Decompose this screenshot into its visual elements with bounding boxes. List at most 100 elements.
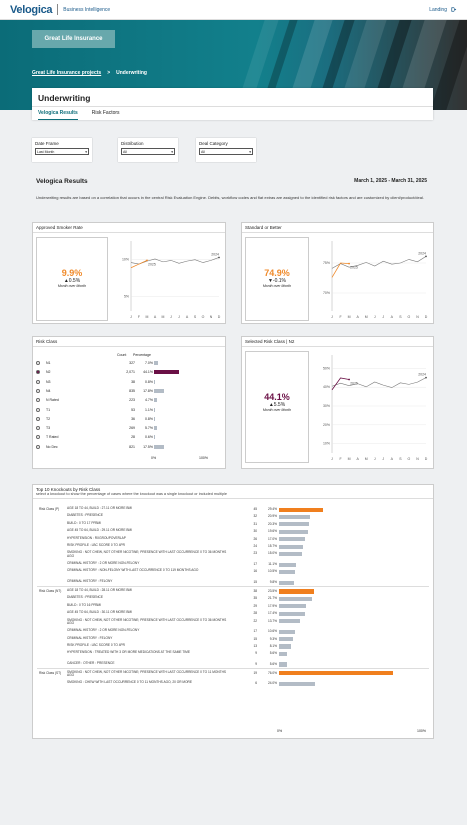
risk-class-name: T1 [46, 407, 51, 412]
standard-value: 74.9% [264, 268, 290, 278]
risk-class-radio[interactable] [36, 388, 40, 393]
ko-pct: 17.9% [267, 603, 277, 608]
knockouts-panel: Top 10 Knockouts by Risk Class select a … [32, 484, 434, 739]
x-tick-label: N [416, 315, 419, 319]
ko-bar[interactable] [279, 507, 324, 512]
ko-bar[interactable] [279, 514, 311, 520]
panel-title: Approved Smoker Rate [33, 223, 225, 233]
risk-class-row[interactable]: N3 38 0.8% [36, 379, 224, 384]
ko-bar[interactable] [279, 644, 292, 649]
risk-class-row[interactable]: N4 835 17.8% [36, 388, 224, 393]
ko-label: RISK PROFILE : LBC SCORE 0 TO 4PR [67, 543, 125, 547]
ko-pct: 19.6% [267, 529, 277, 534]
ko-bar[interactable] [279, 681, 315, 687]
risk-class-name: N3 [46, 379, 51, 384]
x-tick-label: O [408, 315, 411, 319]
risk-class-row[interactable]: N2 2,071 44.1% [36, 370, 224, 375]
select-value: Last Month [37, 149, 55, 154]
y-tick-label: 10% [122, 258, 129, 262]
ko-bar[interactable] [279, 537, 305, 542]
deal-category-select[interactable]: All ▾ [199, 148, 253, 155]
risk-class-radio[interactable] [36, 398, 40, 403]
ko-count: 17 [253, 562, 257, 566]
breadcrumb-projects[interactable]: Great Life Insurance projects [32, 70, 102, 76]
x-tick-label: N [416, 457, 419, 461]
series-2025-point [146, 259, 148, 262]
ko-pct: 20.9% [267, 514, 277, 519]
ko-bar[interactable] [279, 611, 306, 616]
ko-bar[interactable] [279, 522, 310, 527]
ko-pct: 11.1% [268, 562, 277, 566]
ko-bar[interactable] [279, 662, 288, 667]
series-2025-label: 2025 [350, 266, 358, 270]
ko-pct: 5.6% [269, 651, 277, 656]
risk-class-radio[interactable] [36, 416, 40, 421]
ko-bar[interactable] [279, 569, 295, 575]
risk-class-radio[interactable] [36, 444, 40, 449]
risk-class-bar[interactable] [154, 444, 164, 449]
ko-label: DIABETES : PRESENCE [67, 513, 103, 518]
ko-bar[interactable] [279, 671, 393, 676]
x-tick-label: M [162, 315, 165, 319]
x-tick-label: D [425, 315, 428, 319]
select-value: All [123, 149, 127, 154]
risk-class-count: 821 [129, 444, 135, 449]
risk-class-row[interactable]: N1 327 7.0% [36, 361, 224, 365]
app-subtitle: Business Intelligence [63, 6, 111, 13]
ko-bar[interactable] [279, 619, 300, 624]
risk-class-bar[interactable] [154, 388, 164, 393]
x-tick-label: J [331, 315, 333, 319]
risk-class-radio[interactable] [36, 379, 40, 384]
risk-class-bar[interactable] [154, 370, 179, 375]
x-tick-label: F [339, 315, 341, 319]
risk-class-bar[interactable] [154, 407, 155, 412]
risk-class-radio[interactable] [36, 361, 40, 365]
risk-class-radio[interactable] [36, 370, 40, 375]
risk-class-count: 28 [131, 435, 135, 440]
y-tick-label: 5% [124, 294, 129, 298]
ko-count: 38 [253, 588, 257, 593]
ko-pct: 5.6% [269, 661, 277, 666]
ko-bar[interactable] [279, 529, 309, 534]
ko-bar[interactable] [279, 562, 296, 567]
risk-class-bar[interactable] [154, 398, 157, 403]
date-frame-select[interactable]: Last Month ▾ [35, 148, 89, 155]
series-2024-line [331, 256, 427, 269]
risk-class-row[interactable]: No Dec 821 17.5% [36, 444, 224, 449]
ko-pct: 13.7% [267, 618, 277, 623]
risk-class-row[interactable]: N Rated 223 4.7% [36, 398, 224, 403]
ko-bar[interactable] [279, 544, 303, 549]
x-tick-label: A [186, 315, 189, 319]
ko-bar[interactable] [279, 604, 306, 609]
x-tick-label: N [210, 315, 213, 319]
ko-label: AGE 18 TO 44, BUILD : 27.11 OR MORE BMI [67, 506, 133, 510]
risk-class-count: 2,071 [126, 370, 135, 375]
risk-class-bar[interactable] [154, 361, 158, 365]
risk-class-row[interactable]: T Rated 28 0.6% [36, 435, 224, 440]
risk-class-count: 223 [129, 398, 135, 403]
ko-bar[interactable] [279, 580, 294, 585]
risk-class-row[interactable]: T1 53 1.1% [36, 407, 224, 412]
exit-icon [451, 7, 457, 12]
ko-bar[interactable] [279, 651, 288, 656]
risk-class-pct: 0.8% [145, 416, 153, 421]
risk-class-radio[interactable] [36, 435, 40, 440]
tab-velogica-results[interactable]: Velogica Results [38, 107, 78, 120]
risk-class-pct: 17.8% [143, 388, 153, 393]
x-tick-label: M [348, 315, 351, 319]
risk-class-row[interactable]: T2 36 0.8% [36, 416, 224, 421]
distribution-select[interactable]: All ▾ [121, 148, 175, 155]
velogica-logo[interactable]: Velogica [10, 3, 53, 16]
risk-class-row[interactable]: T3 269 5.7% [36, 426, 224, 431]
ko-bar[interactable] [279, 551, 302, 557]
ko-bar[interactable] [279, 596, 312, 601]
risk-class-bar[interactable] [154, 426, 158, 431]
tab-risk-factors[interactable]: Risk Factors [91, 110, 120, 116]
ko-bar[interactable] [279, 637, 293, 642]
risk-class-radio[interactable] [36, 426, 40, 431]
ko-label: CRIMINAL HISTORY : FELONY [67, 635, 113, 640]
ko-bar[interactable] [279, 629, 295, 634]
landing-link[interactable]: Landing [429, 6, 457, 13]
risk-class-radio[interactable] [36, 407, 40, 412]
ko-bar[interactable] [279, 589, 315, 594]
